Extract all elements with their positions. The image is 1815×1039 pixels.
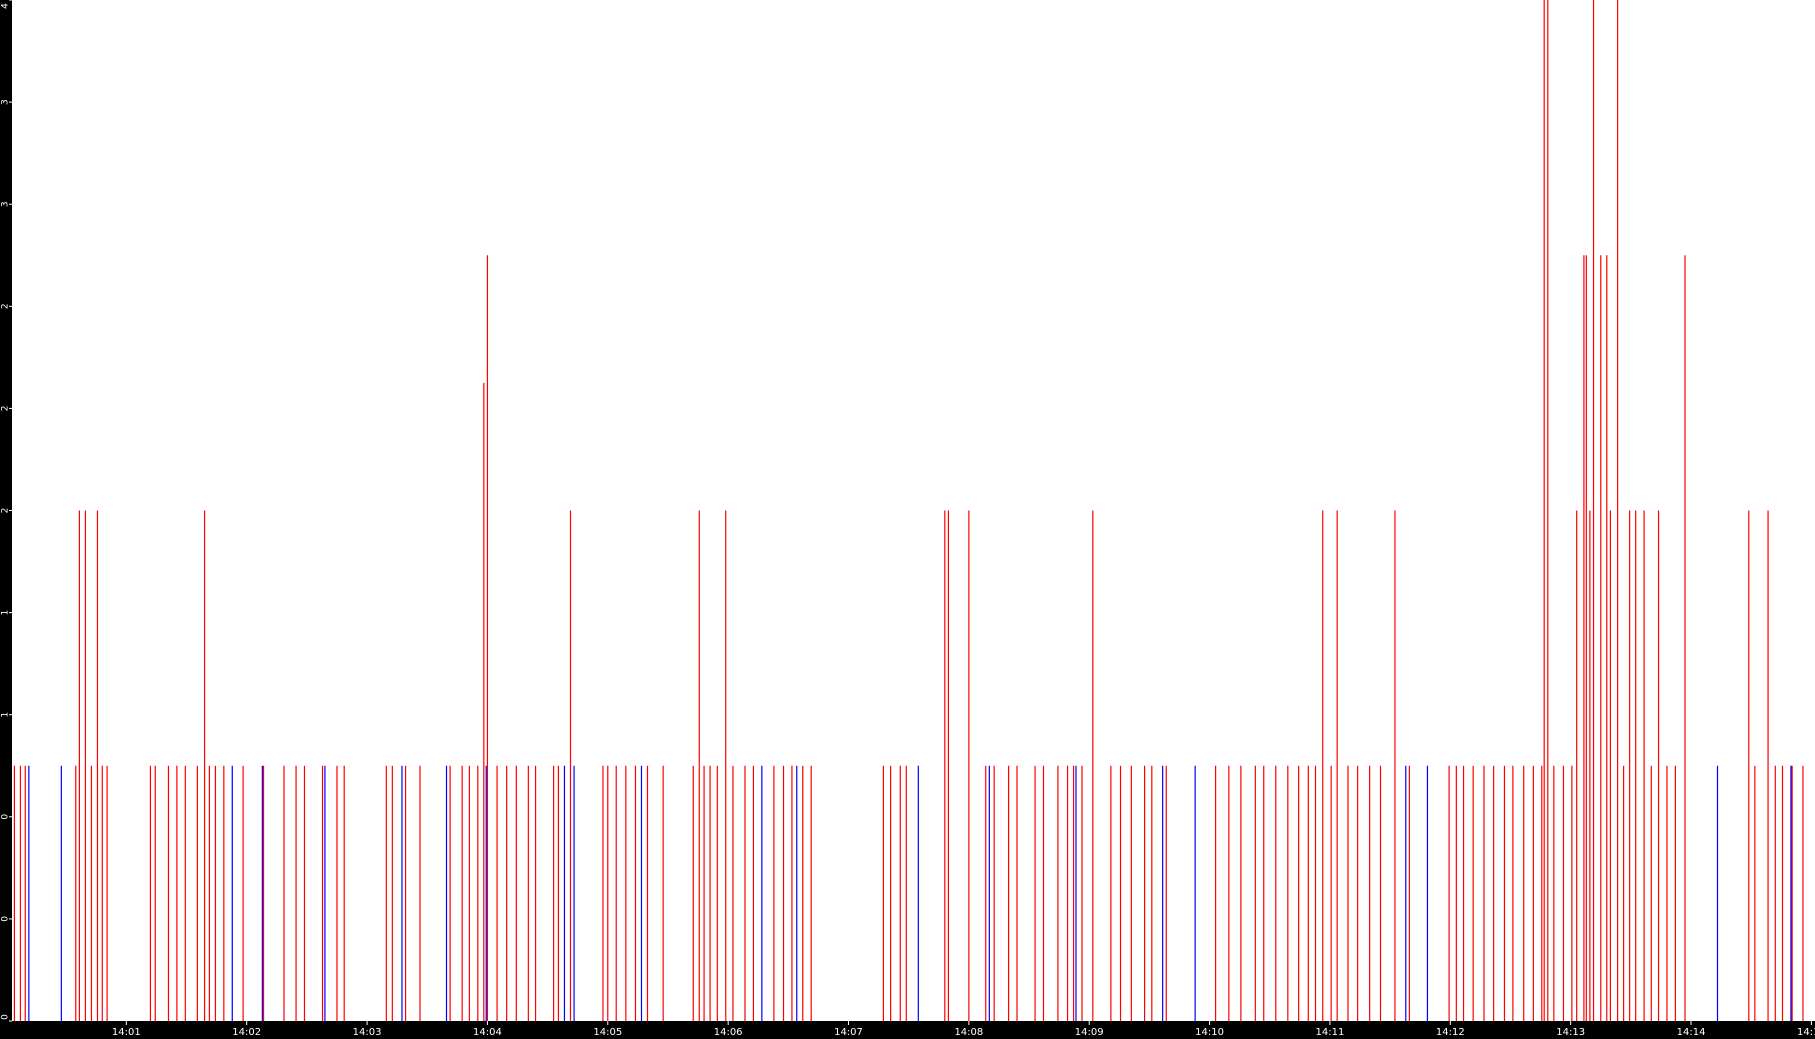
y-tick-label: 2 [1,303,11,309]
y-tick-label: 0 [1,916,11,922]
y-tick-label: 2 [1,406,11,412]
x-tick-label: 14:08 [954,1027,983,1038]
x-tick-label: 14:06 [714,1027,743,1038]
x-tick-label: 14:12 [1436,1027,1465,1038]
y-tick-label: 3 [1,201,11,207]
x-tick-label: 14:02 [232,1027,261,1038]
x-tick-label: 14:14 [1677,1027,1706,1038]
x-tick-label: 14:13 [1556,1027,1585,1038]
x-tick-label: 14:11 [1316,1027,1345,1038]
plot-area [12,0,1815,1021]
y-tick-label: 0 [1,814,11,820]
y-tick-label: 2 [1,508,11,514]
x-tick-label: 14:07 [834,1027,863,1038]
x-tick-label: 14:03 [353,1027,382,1038]
y-tick-label: 1 [1,610,11,616]
y-tick-label: 1 [1,712,11,718]
y-tick-label: 4 [1,3,11,9]
x-tick-label: 14:04 [473,1027,502,1038]
x-tick-label: 14:10 [1195,1027,1224,1038]
x-tick-label: 14:09 [1075,1027,1104,1038]
y-tick-label: 3 [1,99,11,105]
y-tick-label: 0 [1,1014,11,1020]
x-tick-label: 14:15 [1797,1027,1815,1038]
x-tick-label: 14:05 [593,1027,622,1038]
x-tick-label: 14:01 [112,1027,141,1038]
